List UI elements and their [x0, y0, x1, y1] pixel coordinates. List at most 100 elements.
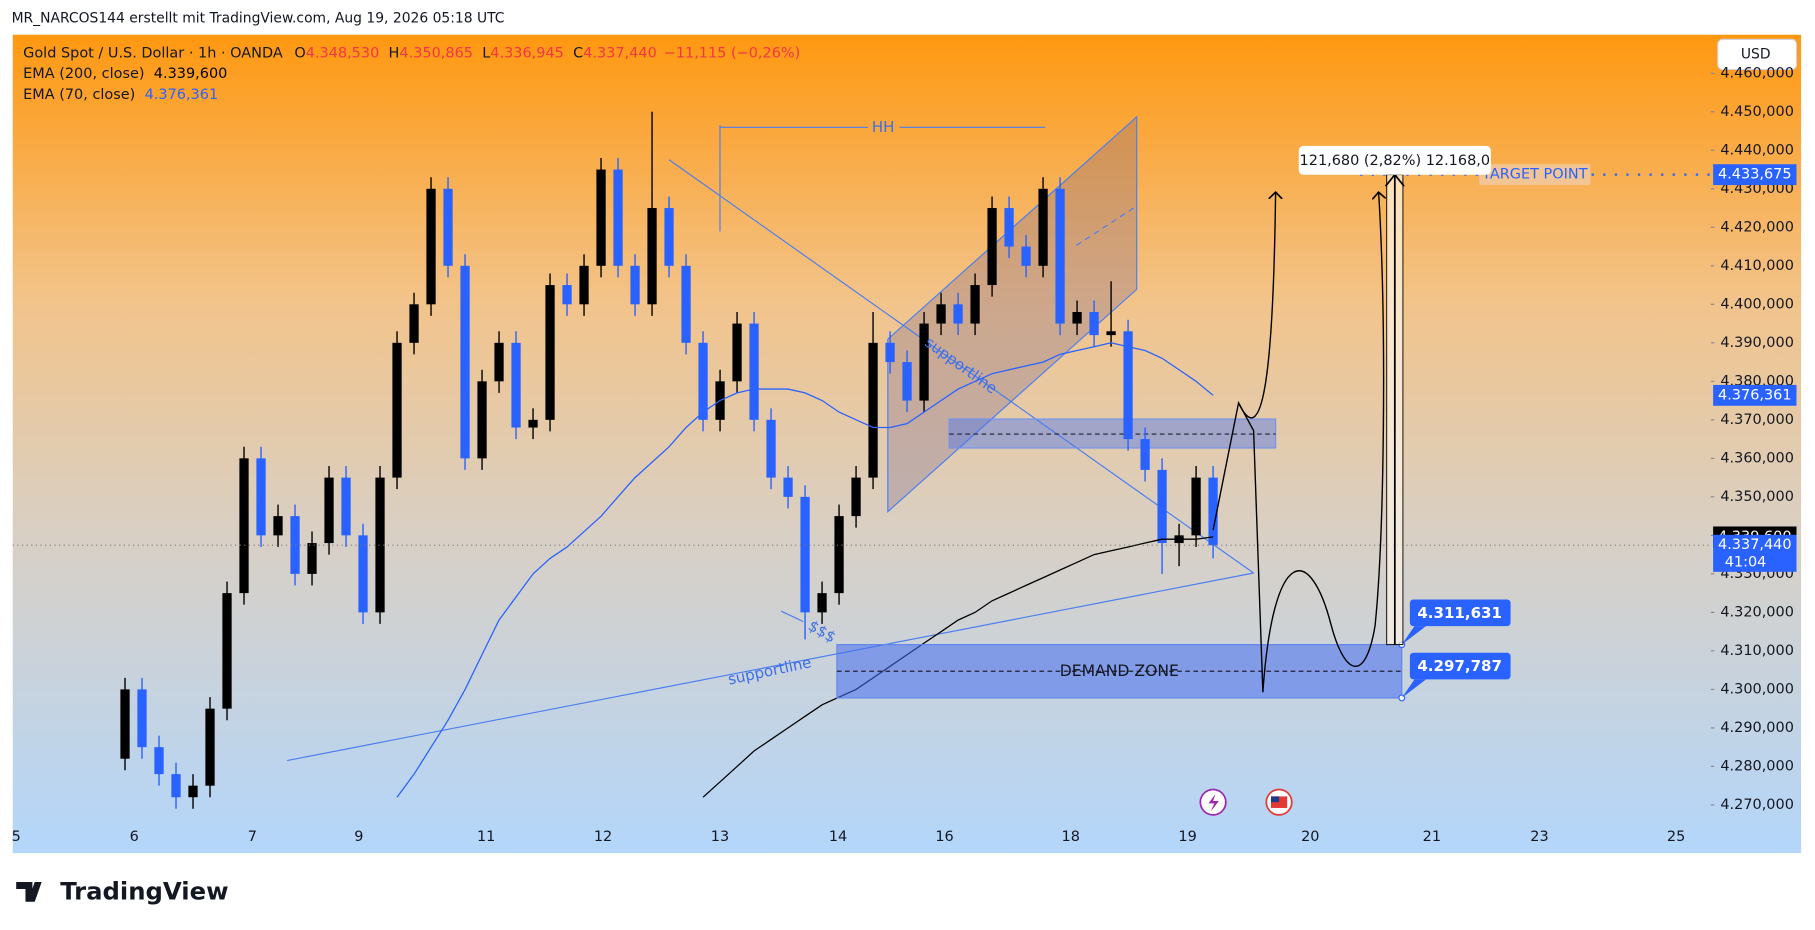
- hh-label: HH: [872, 118, 895, 136]
- candle-body: [188, 785, 198, 798]
- ohlc-value: 4.350,865: [399, 45, 473, 61]
- ohlc-value: 4.348,530: [306, 45, 380, 61]
- candle-body: [205, 708, 215, 786]
- candle-body: [460, 265, 470, 459]
- currency: USD: [1741, 46, 1771, 62]
- y-tick-label: 4.400,000: [1720, 296, 1794, 312]
- y-tick-label: 4.410,000: [1720, 258, 1794, 274]
- candle-body: [494, 342, 504, 382]
- x-tick-label: 13: [711, 829, 729, 845]
- candle-body: [732, 323, 742, 382]
- support-line: [286, 572, 1254, 762]
- candle-body: [392, 342, 402, 478]
- candle-body: [239, 458, 249, 594]
- ema-line: [396, 342, 1214, 798]
- candle-body: [409, 304, 419, 343]
- candle-body: [562, 285, 572, 305]
- legend-name: EMA (200, close): [23, 66, 144, 82]
- forecast-path: [1212, 192, 1383, 693]
- candle-body: [273, 516, 283, 536]
- x-tick-label: 11: [477, 829, 495, 845]
- candle-body: [1055, 188, 1065, 324]
- ohlc-key: C: [573, 45, 583, 61]
- event-icon-glyph: [1208, 794, 1219, 812]
- y-tick-label: 4.450,000: [1720, 104, 1794, 120]
- candle-body: [443, 188, 453, 266]
- candle-body: [256, 458, 266, 536]
- forecast-path: [1237, 192, 1276, 419]
- candle-body: [1072, 312, 1082, 324]
- x-tick-label: 9: [354, 829, 363, 845]
- candle-body: [970, 285, 980, 324]
- candle-body: [1089, 312, 1099, 336]
- x-tick-label: 21: [1423, 829, 1441, 845]
- candle-body: [375, 477, 385, 613]
- x-tick-label: 18: [1062, 829, 1080, 845]
- candle-body: [681, 265, 691, 343]
- y-tick-label: 4.320,000: [1720, 604, 1794, 620]
- y-tick-label: 4.370,000: [1720, 412, 1794, 428]
- x-tick-label: 25: [1667, 829, 1685, 845]
- ema-line: [702, 536, 1214, 798]
- candle-body: [834, 516, 844, 594]
- x-tick-label: 5: [12, 829, 21, 845]
- x-tick-label: 16: [935, 829, 953, 845]
- candle-body: [902, 362, 912, 401]
- candle-body: [358, 535, 368, 613]
- candle-body: [936, 304, 946, 324]
- grid: [1710, 72, 1715, 806]
- x-tick-label: 19: [1178, 829, 1196, 845]
- legend-value: 4.339,600: [154, 66, 228, 82]
- candle-body: [545, 285, 555, 420]
- y-tick-label: 4.300,000: [1720, 681, 1794, 697]
- currency-button[interactable]: [1717, 38, 1798, 71]
- zone-badge-label: 4.297,787: [1417, 657, 1502, 675]
- ohlc-key: O: [294, 45, 305, 61]
- candle-body: [630, 265, 640, 305]
- y-tick-label: 4.310,000: [1720, 643, 1794, 659]
- ohlc-value: 4.336,945: [490, 45, 564, 61]
- candle-body: [341, 477, 351, 536]
- candle-body: [851, 477, 861, 517]
- candle-body: [664, 208, 674, 266]
- candle-body: [120, 689, 130, 759]
- candle-body: [1021, 246, 1031, 266]
- channel: [887, 115, 1138, 513]
- candle-body: [426, 188, 436, 305]
- y-tick-label: 4.280,000: [1720, 758, 1794, 774]
- drawings: [286, 115, 1277, 762]
- candle-body: [528, 419, 538, 428]
- candle-body: [919, 323, 929, 401]
- price-badge-label: 4.337,440: [1718, 537, 1792, 553]
- y-tick-label: 4.290,000: [1720, 720, 1794, 736]
- x-tick-label: 7: [248, 829, 257, 845]
- channel-midline: [1076, 205, 1138, 246]
- zone-badge: [1409, 652, 1511, 680]
- price-badge: [1713, 164, 1797, 186]
- x-tick-label: 14: [829, 829, 847, 845]
- price-badge: [1713, 534, 1797, 572]
- candle-body: [171, 774, 181, 798]
- price-badge-label: 4.433,675: [1718, 167, 1792, 183]
- candle-body: [1123, 331, 1133, 440]
- price-countdown: 41:04: [1725, 555, 1767, 571]
- candle-body: [647, 208, 657, 305]
- candle-body: [477, 381, 487, 459]
- candle-body: [290, 516, 300, 574]
- y-tick-label: 4.420,000: [1720, 219, 1794, 235]
- y-tick-label: 4.350,000: [1720, 489, 1794, 505]
- symbol-header: Gold Spot / U.S. Dollar · 1h · OANDA O4.3…: [23, 45, 800, 61]
- y-tick-label: 4.360,000: [1720, 450, 1794, 466]
- candle-body: [1191, 477, 1201, 536]
- change: −11,115 (−0,26%): [664, 45, 801, 61]
- candle-body: [817, 593, 827, 613]
- candle-body: [1208, 477, 1218, 546]
- candle-body: [1157, 469, 1167, 544]
- zone-pointer: [1401, 626, 1427, 645]
- candle-body: [307, 543, 317, 574]
- x-tick-label: 6: [130, 829, 139, 845]
- candle-body: [324, 477, 334, 544]
- ohlc-key: L: [482, 45, 490, 61]
- candle-body: [749, 323, 759, 420]
